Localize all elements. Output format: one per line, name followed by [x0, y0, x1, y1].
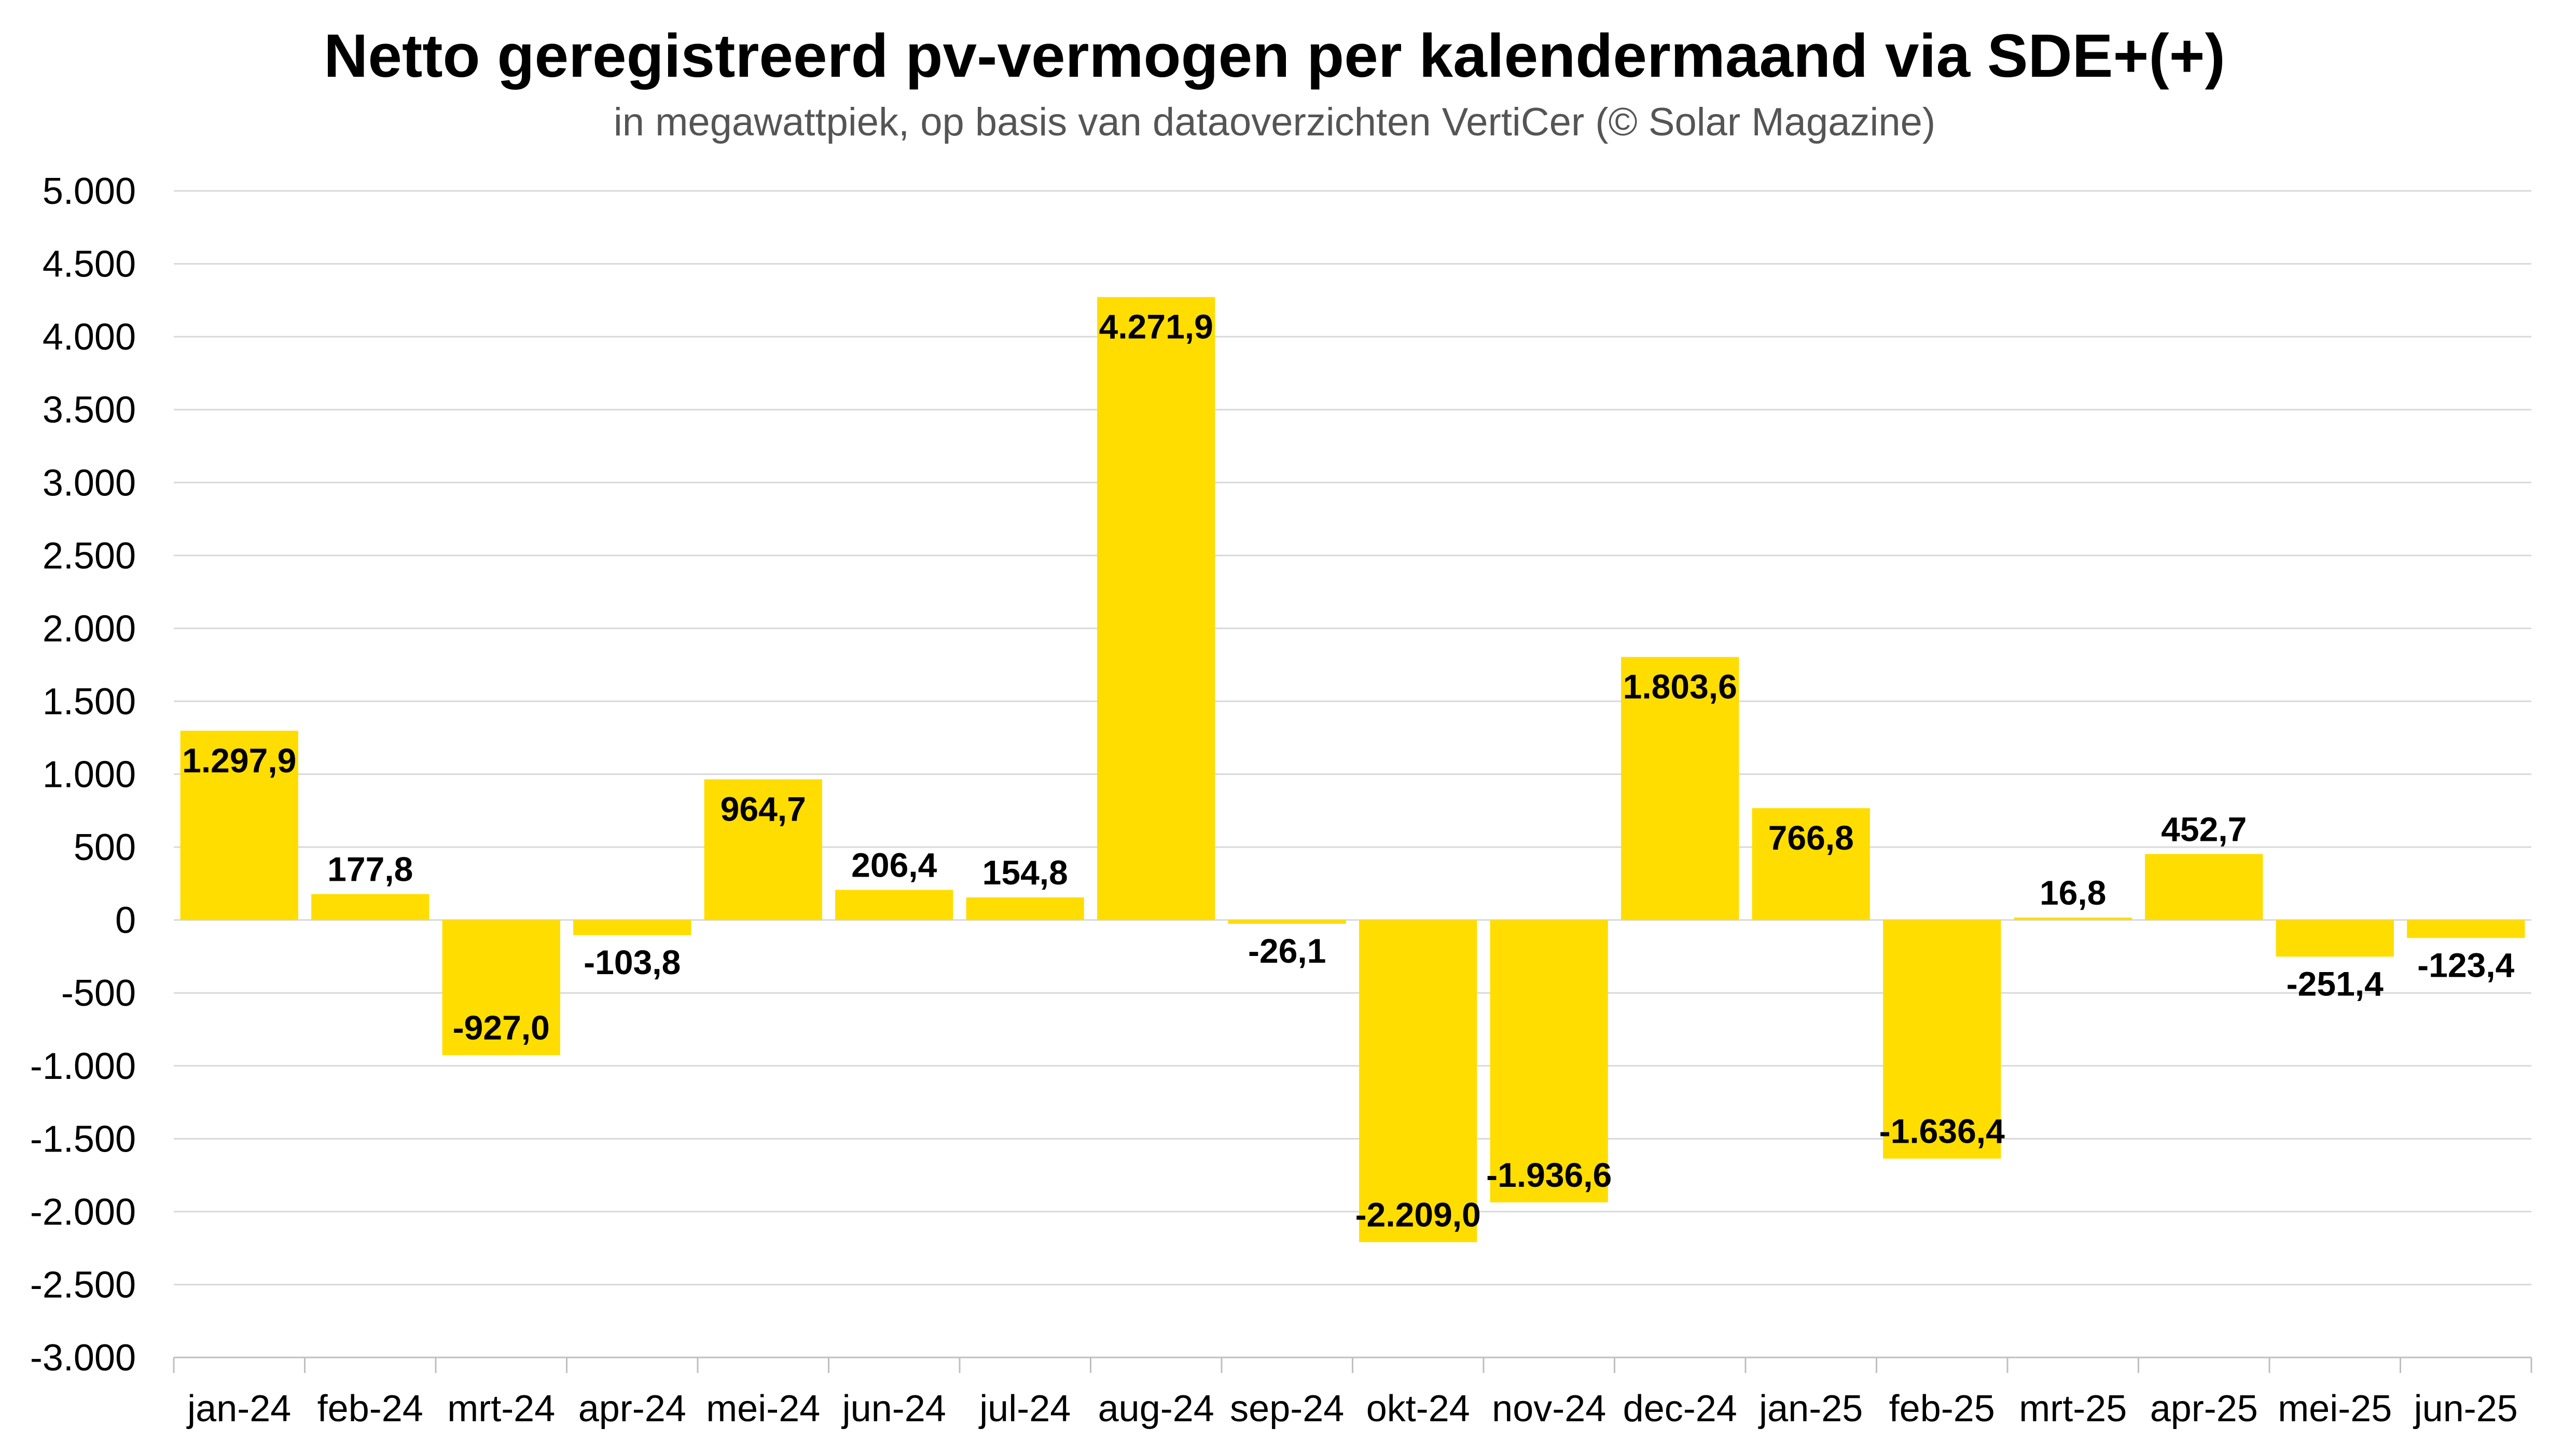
x-tick-label: feb-24 [317, 1388, 423, 1430]
data-label: 206,4 [851, 846, 937, 884]
bar-mei-24 [704, 779, 822, 920]
data-labels: 1.297,9 177,8 -927,0 -103,8 964,7 206,4 154,8 4… [182, 308, 2514, 1234]
data-label: 4.271,9 [1099, 308, 1213, 346]
bar-feb-24 [311, 894, 430, 920]
bar-okt-24 [1359, 920, 1477, 1242]
data-label: -103,8 [584, 943, 681, 981]
bar-jun-24 [835, 890, 953, 920]
data-label: -251,4 [2287, 964, 2384, 1003]
y-tick-label: 2.000 [43, 608, 136, 649]
x-tick-label: sep-24 [1230, 1388, 1344, 1430]
x-tick-label: okt-24 [1366, 1388, 1470, 1430]
bars [180, 297, 2525, 1242]
y-tick-label: 3.000 [43, 462, 136, 504]
x-tick-label: jun-24 [841, 1388, 946, 1430]
data-label: -927,0 [453, 1008, 550, 1047]
x-tick-label: jul-24 [978, 1388, 1071, 1430]
bar-mrt-24 [442, 920, 560, 1056]
gridlines [174, 190, 2531, 1358]
x-tick-label: jan-25 [1758, 1388, 1863, 1430]
y-tick-label: 1.000 [43, 754, 136, 796]
x-tick-label: dec-24 [1623, 1388, 1737, 1430]
bar-aug-24 [1097, 297, 1215, 920]
chart-subtitle: in megawattpiek, op basis van dataoverzi… [613, 100, 1936, 144]
data-label: -2.209,0 [1355, 1196, 1481, 1234]
x-tick-label: mrt-25 [2019, 1388, 2127, 1430]
y-tick-label: 2.500 [43, 535, 136, 577]
bar-apr-25 [2145, 854, 2263, 920]
data-label: 766,8 [1768, 819, 1854, 857]
y-tick-label: -2.000 [30, 1191, 136, 1233]
data-label: 1.803,6 [1623, 668, 1737, 706]
x-tick-label: jan-24 [186, 1388, 291, 1430]
y-axis-ticks: 5.000 4.500 4.000 3.500 3.000 2.500 2.000 1.500… [30, 171, 136, 1379]
x-tick-label: feb-25 [1889, 1388, 1995, 1430]
y-tick-label: 0 [115, 900, 136, 941]
x-tick-label: mei-24 [706, 1388, 820, 1430]
bar-apr-24 [573, 920, 691, 935]
x-tick-label: mei-25 [2278, 1388, 2392, 1430]
data-label: 16,8 [2040, 873, 2106, 912]
x-tick-label: nov-24 [1492, 1388, 1606, 1430]
data-label: 177,8 [327, 850, 413, 889]
bar-dec-24 [1621, 657, 1739, 920]
data-label: -1.936,6 [1486, 1156, 1612, 1194]
y-tick-label: -2.500 [30, 1264, 136, 1306]
y-tick-label: -500 [61, 973, 136, 1014]
bar-jan-24 [180, 730, 298, 920]
data-label: 964,7 [721, 789, 806, 828]
bar-jan-25 [1752, 808, 1870, 920]
chart-title: Netto geregistreerd pv-vermogen per kale… [324, 22, 2225, 90]
y-tick-label: -1.500 [30, 1118, 136, 1160]
bar-jun-25 [2407, 920, 2525, 938]
y-tick-label: -3.000 [30, 1337, 136, 1379]
x-tick-label: mrt-24 [447, 1388, 555, 1430]
x-tick-label: apr-24 [578, 1388, 686, 1430]
x-axis [173, 1356, 2532, 1373]
bar-nov-24 [1490, 920, 1608, 1203]
bar-mei-25 [2276, 920, 2394, 957]
bar-feb-25 [1883, 920, 2001, 1159]
data-label: -123,4 [2417, 946, 2514, 984]
data-label: 1.297,9 [182, 741, 296, 780]
x-tick-label: jun-25 [2413, 1388, 2518, 1430]
x-axis-ticks: jan-24 feb-24 mrt-24 apr-24 mei-24 jun-24 jul-… [186, 1388, 2518, 1430]
y-tick-label: 4.000 [43, 316, 136, 358]
data-label: -26,1 [1248, 932, 1326, 970]
y-tick-label: -1.000 [30, 1046, 136, 1087]
y-tick-label: 1.500 [43, 681, 136, 723]
y-tick-label: 4.500 [43, 244, 136, 285]
data-label: -1.636,4 [1879, 1112, 2005, 1150]
bar-jul-24 [966, 897, 1084, 920]
x-tick-label: apr-25 [2150, 1388, 2258, 1430]
bar-sep-24 [1228, 920, 1346, 924]
y-tick-label: 3.500 [43, 390, 136, 431]
y-tick-label: 500 [74, 827, 136, 868]
data-label: 452,7 [2161, 810, 2247, 848]
data-label: 154,8 [982, 853, 1068, 892]
x-tick-label: aug-24 [1098, 1388, 1214, 1430]
y-tick-label: 5.000 [43, 171, 136, 212]
bar-mrt-25 [2014, 917, 2132, 920]
